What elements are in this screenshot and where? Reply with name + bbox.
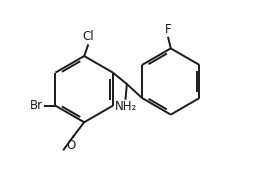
Text: F: F [165, 23, 172, 36]
Text: Cl: Cl [82, 30, 94, 43]
Text: O: O [67, 139, 76, 152]
Text: Br: Br [30, 99, 43, 112]
Text: NH₂: NH₂ [114, 100, 137, 113]
